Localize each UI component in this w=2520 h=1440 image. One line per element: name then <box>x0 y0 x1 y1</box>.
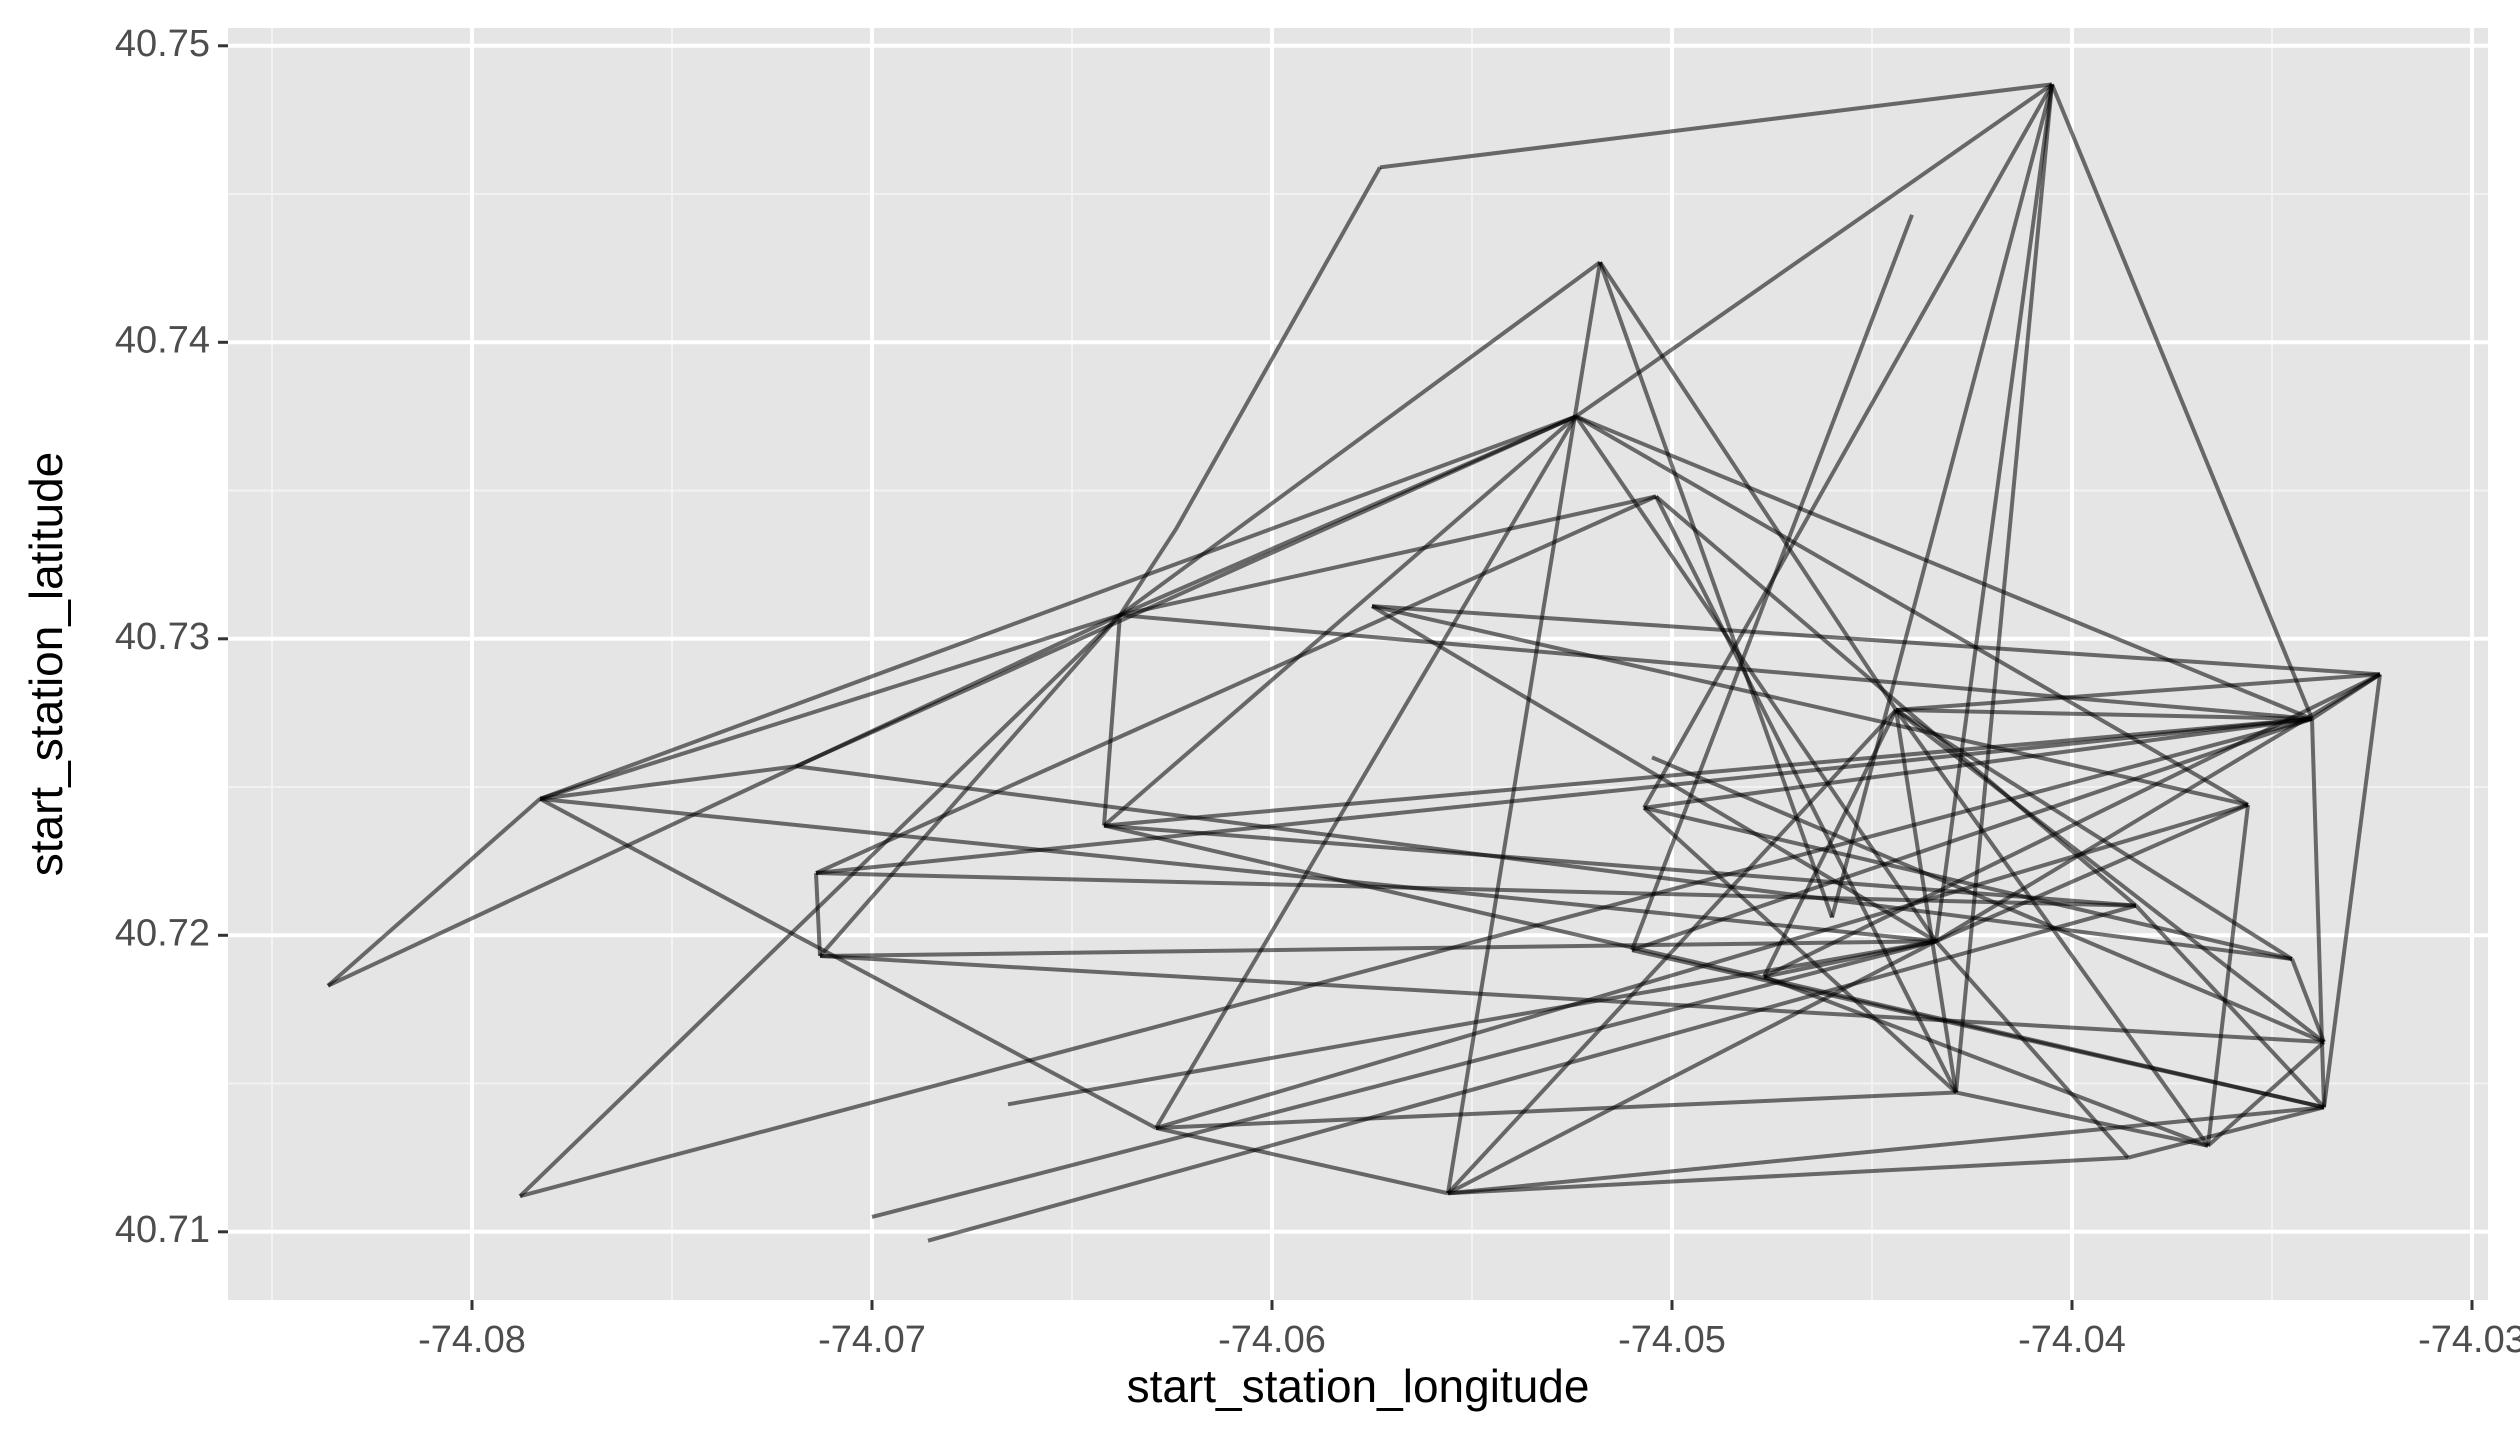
segment <box>519 716 2313 1199</box>
segment <box>1763 974 2209 1148</box>
segment <box>539 764 797 801</box>
segment <box>1654 494 2138 908</box>
y-tick-label: 40.75 <box>115 23 210 65</box>
segment <box>1631 716 2313 953</box>
segment <box>1654 495 1958 1094</box>
segment <box>1642 83 2054 809</box>
segment <box>871 939 1937 1219</box>
segment <box>539 797 1157 1130</box>
segment <box>1575 414 2313 721</box>
segment <box>1379 82 2053 170</box>
y-tick-label: 40.74 <box>115 319 210 361</box>
segment <box>2310 672 2382 721</box>
y-tick-label: 40.73 <box>115 616 210 658</box>
segment <box>1119 613 2313 721</box>
segment <box>1934 939 2130 1160</box>
segment <box>1894 708 2294 961</box>
segment <box>1935 803 2249 944</box>
segment <box>795 414 1577 769</box>
segment <box>2206 804 2250 1147</box>
segment <box>1934 84 2054 942</box>
segment <box>1119 494 1657 618</box>
segment <box>2206 1040 2326 1148</box>
x-tick-label: -74.08 <box>418 1319 526 1361</box>
segment <box>1371 604 2249 807</box>
segment <box>1642 806 1958 1094</box>
segment <box>2050 83 2314 720</box>
segment <box>795 764 2293 962</box>
segment <box>539 414 1577 801</box>
segment <box>1643 716 2313 810</box>
segment <box>814 872 822 957</box>
segment <box>1643 805 2293 961</box>
segment <box>1155 802 2249 1130</box>
segment <box>1102 614 1122 826</box>
segment <box>818 613 1122 958</box>
segment <box>1446 261 1602 1194</box>
segment <box>819 954 2325 1045</box>
panel-background <box>228 28 2488 1300</box>
segment <box>1763 939 1937 979</box>
segment <box>1574 414 2250 807</box>
segment <box>1103 716 2313 828</box>
segment <box>1102 414 1578 828</box>
segment <box>1447 1155 2129 1196</box>
segment <box>1174 166 1382 531</box>
segment <box>1155 1090 1957 1131</box>
segment <box>327 613 1121 988</box>
segment <box>518 613 1122 1198</box>
x-tick-label: -74.07 <box>818 1319 926 1361</box>
segment <box>1762 709 1898 978</box>
segment <box>927 903 2137 1243</box>
segment <box>1763 672 2381 979</box>
segment <box>1955 1090 2209 1148</box>
x-tick-label: -74.06 <box>1218 1319 1326 1361</box>
segments <box>326 82 2382 1243</box>
segment <box>819 939 1937 959</box>
segment <box>1895 707 2313 721</box>
segment <box>1118 527 1178 617</box>
x-tick-label: -74.04 <box>2018 1319 2126 1361</box>
segment <box>1155 1126 1449 1196</box>
segment <box>1447 1105 2325 1196</box>
segment <box>815 716 2313 876</box>
x-tick-label: -74.03 <box>2418 1319 2520 1361</box>
segment <box>2127 1105 2325 1160</box>
segment <box>1598 261 1898 712</box>
segment <box>326 797 542 988</box>
segment <box>2290 958 2326 1043</box>
segment <box>2310 718 2326 1108</box>
y-axis-title: start_station_latitude <box>20 452 72 877</box>
segment <box>815 494 1657 875</box>
segment <box>539 613 1121 801</box>
segment <box>2134 904 2326 1109</box>
segment <box>1007 939 1937 1107</box>
segment <box>2322 674 2382 1108</box>
x-tick-label: -74.05 <box>1618 1319 1726 1361</box>
segment <box>1651 755 2325 1044</box>
y-tick-label: 40.71 <box>115 1209 210 1251</box>
axes: -74.08 -74.07 -74.06 -74.05 -74.04 -74.03 40.7… <box>115 23 2520 1361</box>
segment <box>1574 82 2054 419</box>
x-axis-title: start_station_longitude <box>1127 1360 1590 1412</box>
segment <box>1895 672 2381 712</box>
y-tick-label: 40.72 <box>115 912 210 954</box>
segment <box>1103 823 2137 908</box>
